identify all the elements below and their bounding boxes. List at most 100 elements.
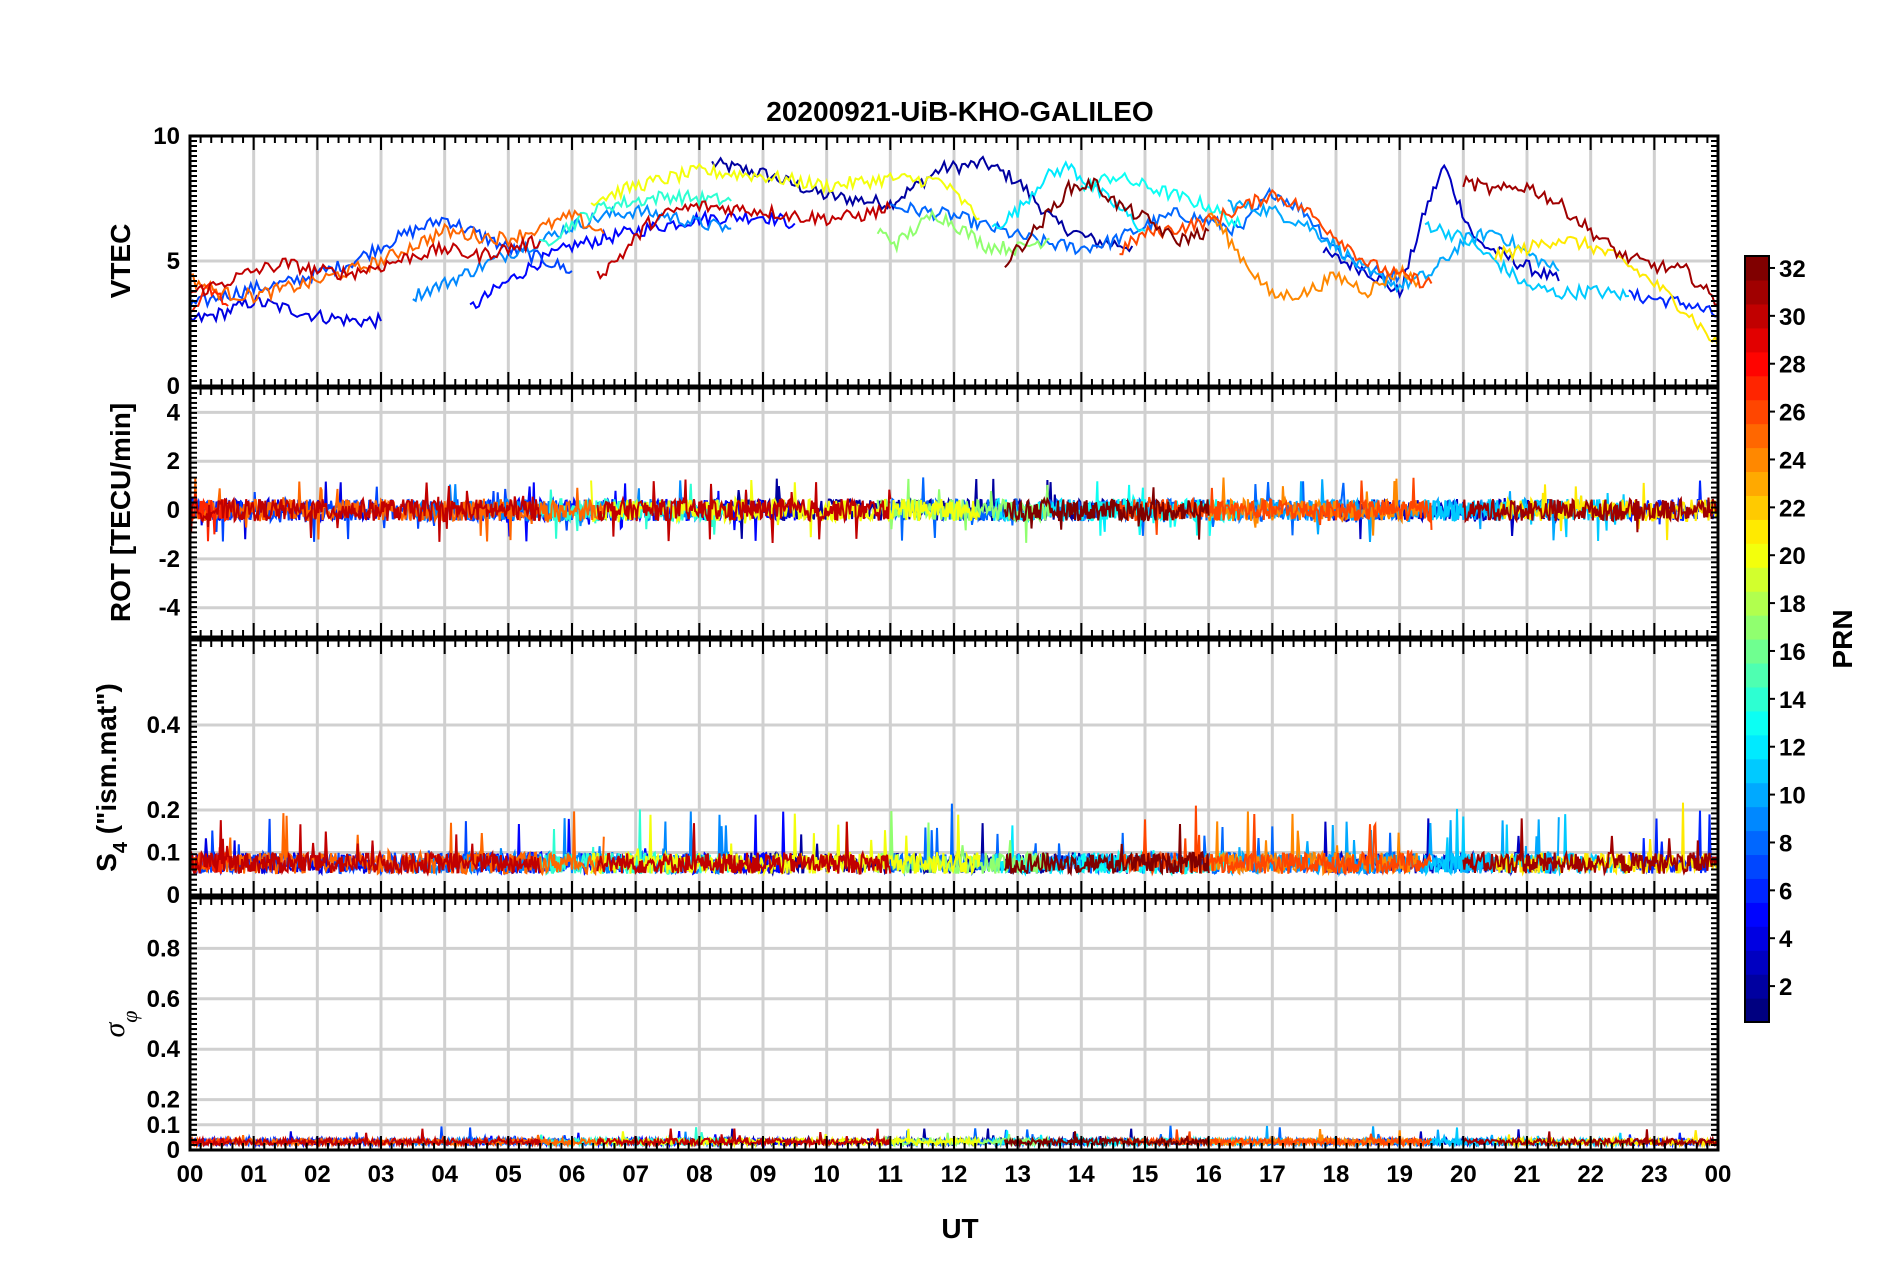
colorbar-swatch <box>1745 782 1769 808</box>
colorbar-swatch <box>1745 471 1769 496</box>
y-tick-label: 4 <box>167 399 181 426</box>
sigma-series-prn-32 <box>1003 1131 1210 1149</box>
colorbar-swatch <box>1745 758 1769 784</box>
x-tick-label: 17 <box>1259 1161 1286 1188</box>
x-tick-label: 23 <box>1641 1161 1668 1188</box>
colorbar-swatch <box>1745 806 1769 832</box>
x-tick-label: 18 <box>1323 1161 1350 1188</box>
chart-title: 20200921-UiB-KHO-GALILEO <box>766 96 1153 127</box>
colorbar-swatch <box>1745 495 1769 520</box>
s4-series-prn-20 <box>590 813 981 877</box>
colorbar-swatch <box>1745 375 1769 401</box>
y-tick-label: 0.2 <box>147 797 180 824</box>
colorbar-swatch <box>1745 902 1769 927</box>
vtec-series-prn-13 <box>1080 171 1242 229</box>
x-axis-label: UT <box>941 1213 978 1244</box>
x-tick-label: 19 <box>1386 1161 1413 1188</box>
vtec-series-prn-9 <box>412 203 732 303</box>
x-tick-label: 15 <box>1132 1161 1159 1188</box>
y-tick-label: 0 <box>167 882 180 909</box>
y-axis-label-vtec: VTEC <box>105 224 136 299</box>
y-tick-label: 0.1 <box>147 840 180 867</box>
vtec-series-prn-17 <box>876 209 1050 257</box>
colorbar-swatch <box>1745 423 1769 449</box>
colorbar-tick-label: 14 <box>1779 687 1806 714</box>
colorbar-swatch <box>1745 878 1769 903</box>
colorbar-frame <box>1744 255 1770 1023</box>
y-tick-label: 0.4 <box>147 712 181 739</box>
vtec-series-prn-10 <box>1227 198 1560 294</box>
colorbar-tick-label: 2 <box>1779 974 1792 1001</box>
x-tick-label: 03 <box>368 1161 395 1188</box>
colorbar-swatch <box>1745 543 1769 568</box>
colorbar-swatch <box>1745 639 1769 664</box>
x-tick-label: 05 <box>495 1161 522 1188</box>
x-tick-label: 06 <box>559 1161 586 1188</box>
colorbar-swatch <box>1745 998 1769 1023</box>
rot-series-prn-31 <box>1462 495 1718 533</box>
x-tick-label: 09 <box>750 1161 777 1188</box>
colorbar-swatch <box>1745 830 1769 856</box>
y-tick-label: 0 <box>167 1137 180 1164</box>
y-axis-label-s4: S4 ("ism.mat") <box>91 683 132 872</box>
series-group <box>190 802 1718 878</box>
colorbar-tick-label: 4 <box>1779 926 1793 953</box>
x-tick-label: 08 <box>686 1161 713 1188</box>
colorbar-tick-label: 22 <box>1779 495 1806 522</box>
x-tick-label: 04 <box>431 1161 458 1188</box>
vtec-series-prn-11 <box>1424 220 1629 302</box>
y-tick-label: 10 <box>153 123 180 150</box>
colorbar-swatch <box>1745 447 1769 473</box>
colorbar-swatch <box>1745 327 1769 353</box>
axes-box-vtec <box>188 134 1720 388</box>
vtec-series-prn-30 <box>596 200 892 281</box>
x-tick-label: 00 <box>177 1161 204 1188</box>
colorbar-swatch <box>1745 519 1769 544</box>
panel-sigma: 00.10.2 0.4 0.6 0.8 σφ 00 01 02 03 04 05 06 07 08 09 10… <box>98 896 1732 1188</box>
colorbar-tick-label: 24 <box>1779 447 1806 474</box>
colorbar-tick-label: 10 <box>1779 783 1806 810</box>
vtec-series-prn-20 <box>590 162 980 221</box>
vtec-series-prn-6 <box>1628 287 1718 318</box>
x-tick-label: 02 <box>304 1161 331 1188</box>
colorbar-label: PRN <box>1827 609 1858 668</box>
x-tick-label: 14 <box>1068 1161 1095 1188</box>
s4-series-prn-32 <box>1003 823 1210 877</box>
axes-box-s4 <box>188 638 1720 897</box>
colorbar-swatch <box>1745 710 1769 736</box>
colorbar-tick-label: 32 <box>1779 256 1806 283</box>
colorbar-tick-label: 28 <box>1779 352 1806 379</box>
vtec-series-prn-31 <box>1462 174 1718 307</box>
s4-series-prn-30 <box>190 820 542 877</box>
vtec-series-prn-30 <box>190 234 542 297</box>
s4-series-prn-7 <box>190 818 573 877</box>
colorbar-swatch <box>1745 615 1769 640</box>
panel-rot: 4 2 0 -2 -4 ROT [TECU/min] <box>105 386 1720 639</box>
y-tick-label: 0 <box>167 373 180 400</box>
colorbar-tick-label: 6 <box>1779 878 1792 905</box>
colorbar-swatch <box>1745 974 1769 999</box>
colorbar-swatch <box>1745 950 1769 975</box>
x-tick-label: 22 <box>1577 1161 1604 1188</box>
x-tick-label: 00 <box>1705 1161 1732 1188</box>
sigma-series-prn-30 <box>596 1128 891 1149</box>
y-tick-label: 0 <box>167 497 180 524</box>
colorbar-swatch <box>1745 279 1769 305</box>
colorbar-swatch <box>1745 399 1769 425</box>
vtec-series-prn-8 <box>890 186 1401 285</box>
s4-series-prn-30 <box>596 821 892 875</box>
vtec-series-prn-5 <box>469 209 796 310</box>
vtec-series-prn-24 <box>1208 212 1420 302</box>
y-tick-label: 0.1 <box>147 1112 180 1139</box>
colorbar-tick-label: 16 <box>1779 639 1806 666</box>
panel-s4: 0 0.1 0.2 0.4 S4 ("ism.mat") <box>91 638 1720 909</box>
rot-series-prn-30 <box>596 479 892 544</box>
x-tick-label: 10 <box>813 1161 840 1188</box>
axes-box-sigma <box>188 896 1720 1152</box>
y-tick-label: 0.8 <box>147 935 180 962</box>
sigma-series-prn-30 <box>190 1128 542 1149</box>
y-tick-label: -4 <box>159 595 181 622</box>
